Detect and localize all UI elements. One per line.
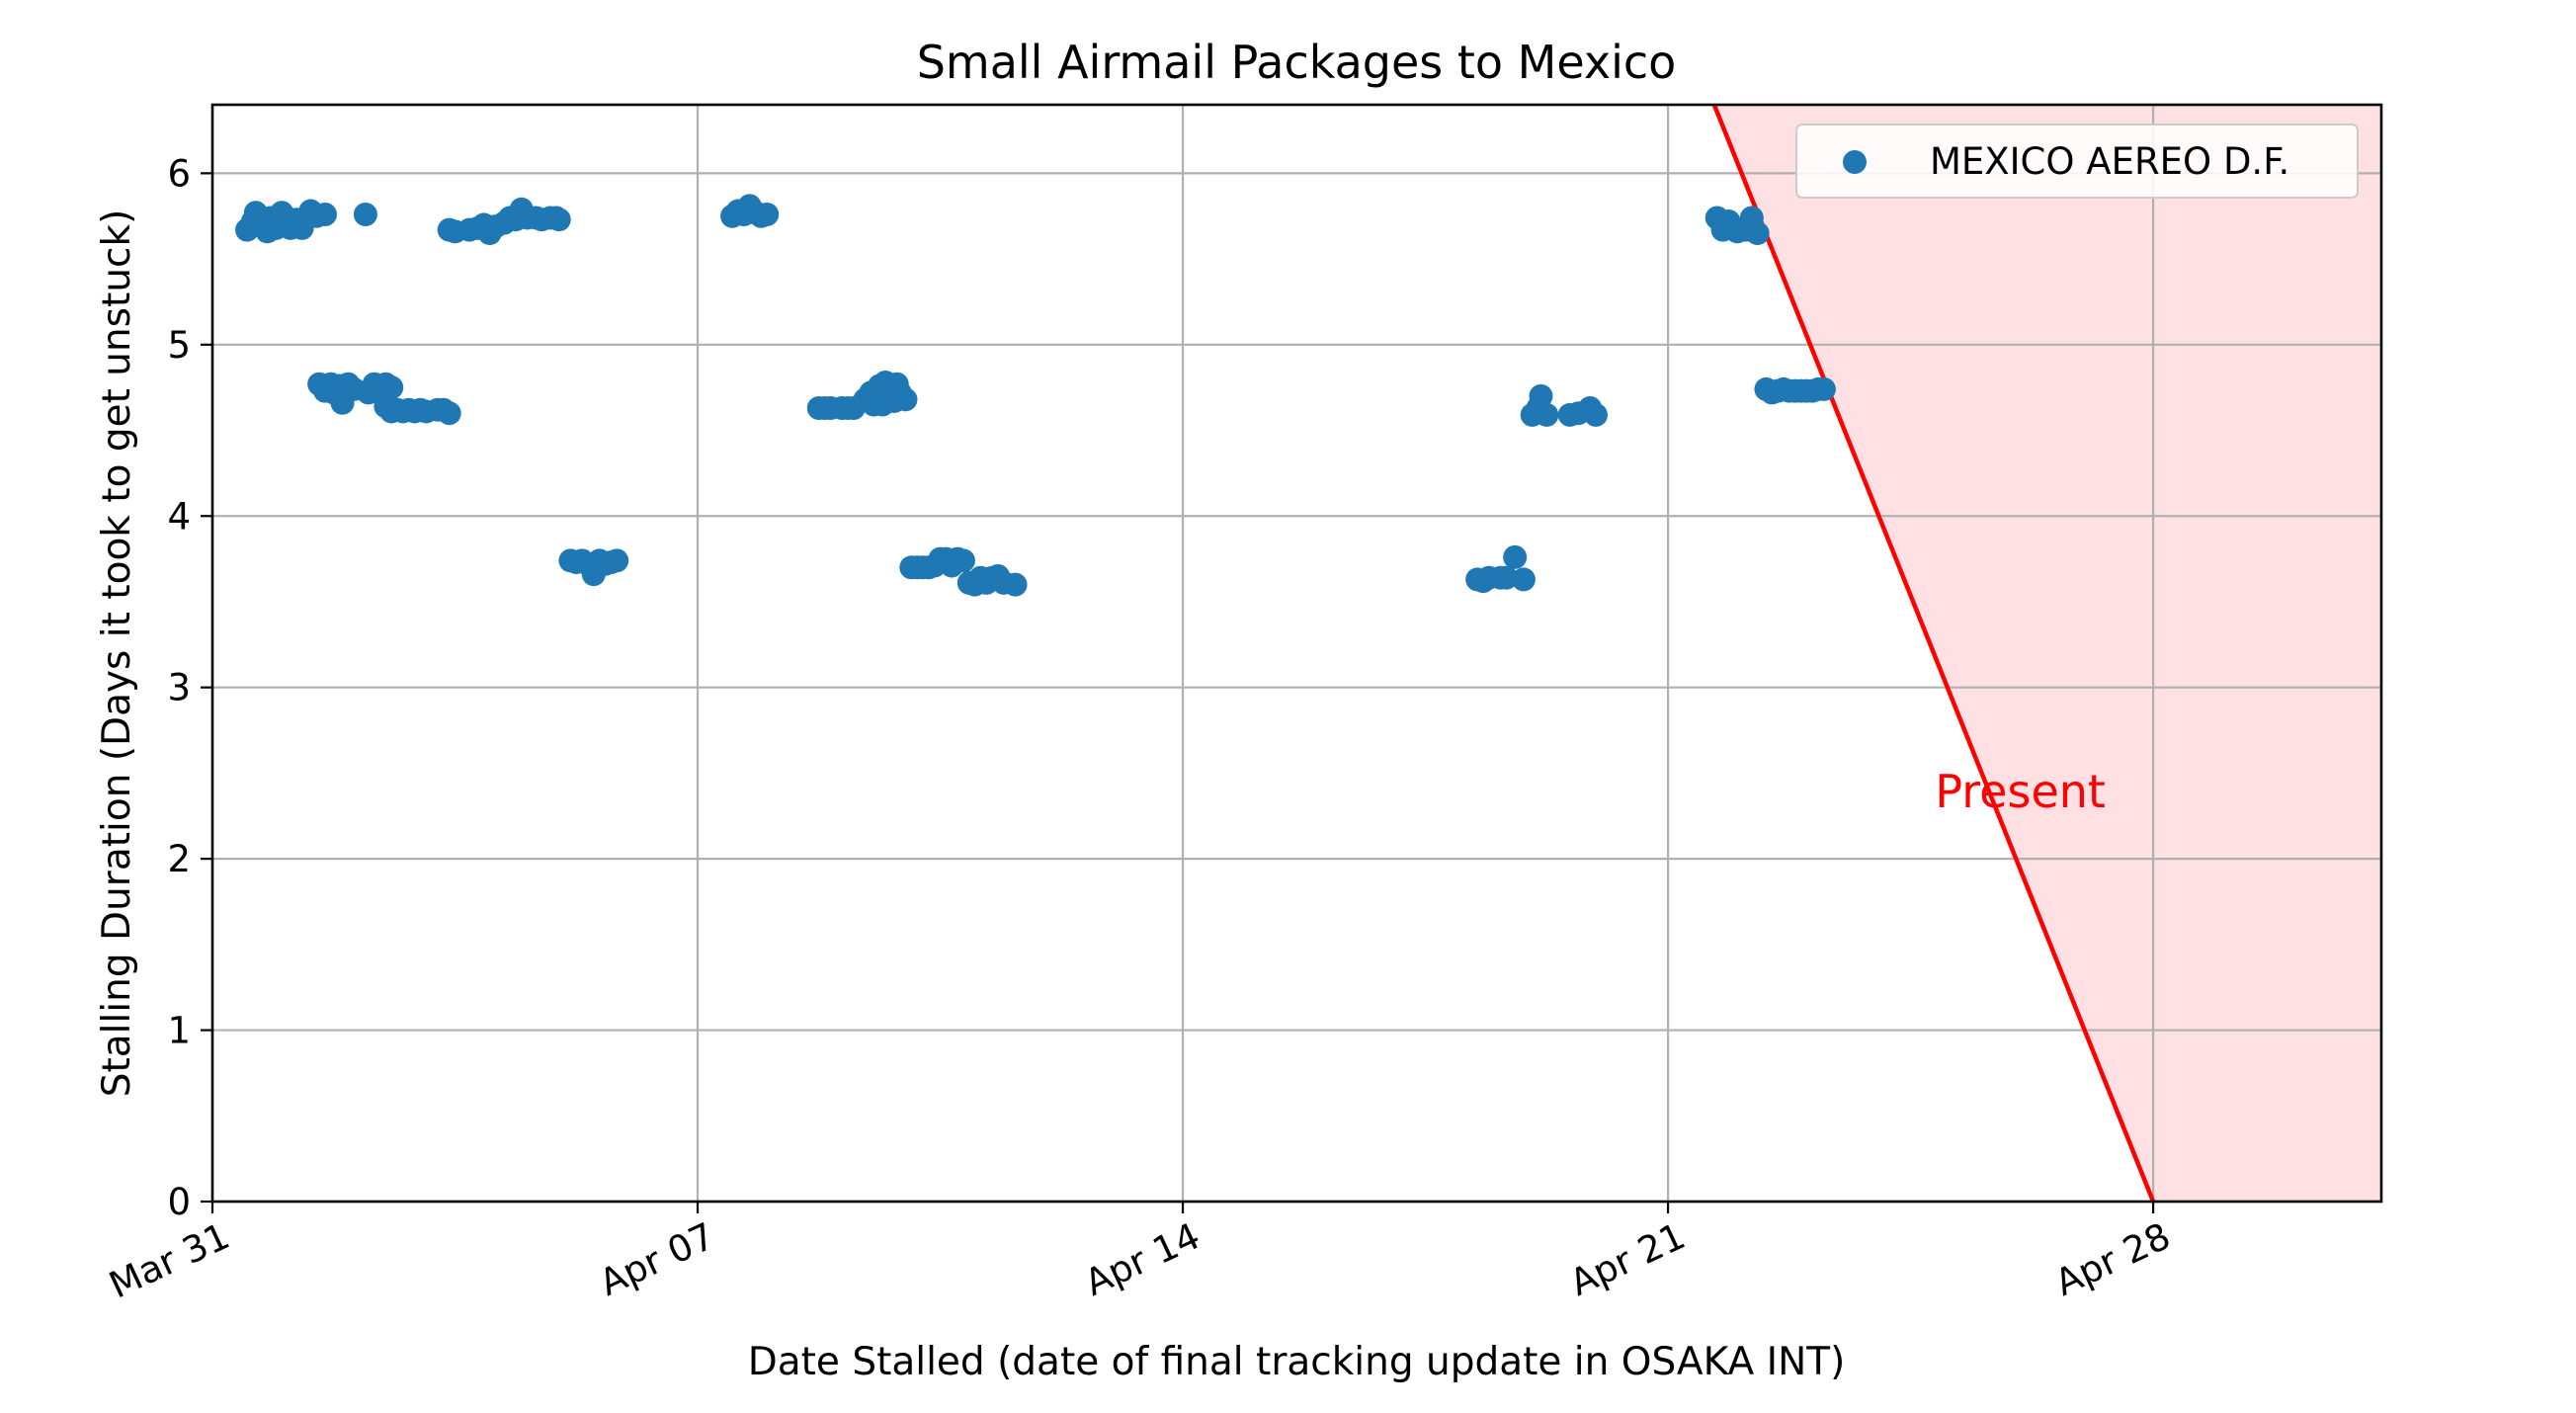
present-boundary-line	[1711, 105, 2156, 1202]
data-point	[312, 203, 337, 226]
legend-marker	[1843, 150, 1867, 174]
annotation-line-layer	[1711, 105, 2156, 1202]
data-point	[1511, 567, 1536, 592]
data-point	[1529, 383, 1553, 408]
data-point	[1745, 221, 1770, 246]
data-point	[1811, 376, 1836, 401]
data-point	[1003, 572, 1028, 597]
plot-frame	[210, 103, 2383, 1204]
y-tick-label: 4	[167, 495, 191, 538]
data-point	[951, 548, 975, 573]
y-tick-label: 5	[167, 324, 191, 367]
legend: MEXICO AEREO D.F.	[1795, 124, 2359, 199]
data-point	[1584, 402, 1609, 427]
data-point	[379, 375, 404, 400]
data-point	[353, 203, 377, 226]
y-tick-label: 6	[167, 152, 191, 195]
y-tick-label: 2	[167, 838, 191, 880]
points-layer	[235, 194, 1836, 597]
data-point	[605, 548, 629, 573]
present-region	[1713, 105, 2381, 1202]
legend-entry-label: MEXICO AEREO D.F.	[1930, 140, 2289, 183]
present-annotation-label: Present	[1935, 765, 2106, 818]
y-axis-label: Stalling Duration (Days it took to get u…	[95, 209, 139, 1098]
y-tick-label: 1	[167, 1010, 191, 1052]
present-region-layer	[1713, 105, 2381, 1202]
data-point	[893, 387, 918, 412]
y-tick-label: 0	[167, 1181, 191, 1223]
data-point	[1494, 565, 1519, 590]
legend-box	[1795, 124, 2359, 199]
y-tick-label: 3	[167, 667, 191, 709]
data-point	[1503, 544, 1528, 569]
data-point	[437, 401, 461, 426]
data-point	[755, 203, 780, 226]
data-point	[546, 208, 571, 232]
chart-title: Small Airmail Packages to Mexico	[917, 36, 1677, 89]
data-point	[1535, 402, 1559, 427]
x-axis-label: Date Stalled (date of final tracking upd…	[748, 1340, 1846, 1384]
